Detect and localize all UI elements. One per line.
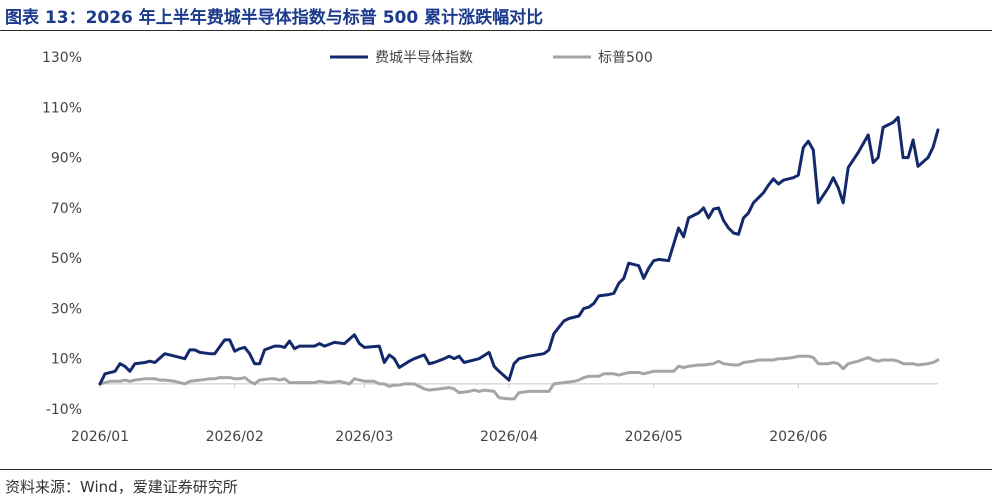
- y-tick-label: 70%: [51, 201, 82, 217]
- y-axis: 130% 110% 90% 70% 50% 30% 10% -10%: [42, 50, 82, 418]
- x-tick-label: 2026/03: [335, 429, 393, 445]
- title-divider: [0, 30, 992, 31]
- y-tick-label: 50%: [51, 251, 82, 267]
- legend: 费城半导体指数 标普500: [330, 50, 653, 66]
- line-chart: 130%110%90%70%50%30%10%-10% 2026/01 2026/…: [42, 50, 940, 445]
- x-tick-label: 2026/05: [625, 429, 683, 445]
- series-layer: [98, 115, 940, 401]
- legend-label: 标普500: [598, 50, 653, 66]
- legend-label: 费城半导体指数: [375, 50, 473, 66]
- y-tick-label: 90%: [51, 151, 82, 167]
- x-tick-label: 2026/02: [206, 429, 264, 445]
- y-tick-label: 130%: [42, 50, 82, 66]
- series-line-0: [98, 115, 940, 386]
- y-tick-label: 110%: [42, 100, 82, 116]
- chart-title: 图表 13：2026 年上半年费城半导体指数与标普 500 累计涨跌幅对比: [5, 8, 544, 28]
- y-tick-label: -10%: [46, 402, 82, 418]
- source-note: 资料来源：Wind，爱建证券研究所: [5, 478, 238, 496]
- series-line-1: [98, 354, 940, 401]
- x-tick-label: 2026/06: [769, 429, 827, 445]
- y-tick-label: 10%: [51, 352, 82, 368]
- x-tick-label: 2026/01: [71, 429, 129, 445]
- bottom-divider: [0, 469, 992, 470]
- x-axis: 2026/01 2026/02 2026/03 2026/04 2026/05 2026/…: [71, 383, 938, 445]
- y-tick-label: 30%: [51, 301, 82, 317]
- x-tick-label: 2026/04: [480, 429, 538, 445]
